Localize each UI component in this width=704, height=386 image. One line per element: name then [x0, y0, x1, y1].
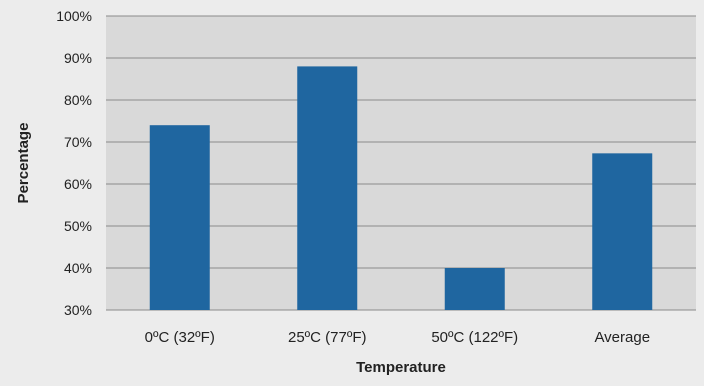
bar [297, 66, 358, 311]
bar [444, 268, 505, 310]
y-tick-labels: 30% 40% 50% 60% 70% 80% 90% 100% [56, 8, 92, 318]
x-tick-label: 25ºC (77ºF) [288, 329, 366, 346]
y-tick-label: 40% [64, 260, 92, 276]
y-axis-title: Percentage [15, 123, 32, 204]
x-tick-labels: 0ºC (32ºF) 25ºC (77ºF) 50ºC (122ºF) Average [145, 329, 650, 346]
bar [149, 125, 210, 310]
y-tick-label: 90% [64, 50, 92, 66]
x-axis-title: Temperature [356, 359, 446, 376]
y-tick-label: 80% [64, 92, 92, 108]
y-tick-label: 60% [64, 176, 92, 192]
y-tick-label: 50% [64, 218, 92, 234]
x-tick-label: 0ºC (32ºF) [145, 329, 215, 346]
y-tick-label: 100% [56, 8, 92, 24]
bar [592, 153, 653, 310]
bars [149, 66, 653, 311]
x-tick-label: 50ºC (122ºF) [431, 329, 518, 346]
y-tick-label: 70% [64, 134, 92, 150]
x-tick-label: Average [594, 329, 650, 346]
y-tick-label: 30% [64, 302, 92, 318]
